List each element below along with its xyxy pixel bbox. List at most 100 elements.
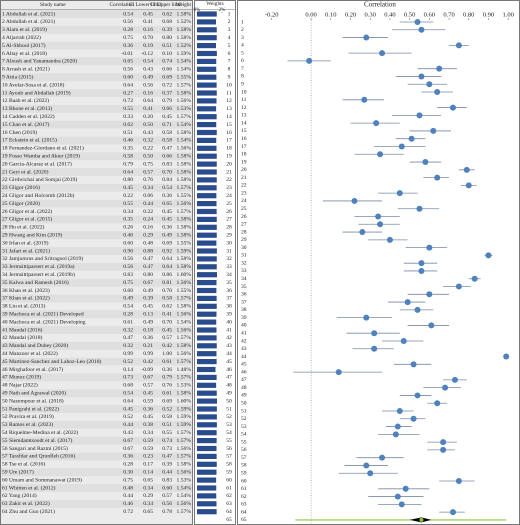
row-number: 56 [226, 446, 232, 452]
row-number: 23 [226, 185, 232, 191]
row-number: 31 [226, 248, 232, 254]
plot-panel [237, 0, 520, 525]
weight-label: 1.57% [177, 335, 192, 341]
ci-upper-label: 0.45 [162, 327, 172, 333]
ci-lower-label: 0.44 [143, 201, 153, 207]
value-label: 0.67 [123, 438, 133, 444]
weight-label: 1.54% [177, 59, 192, 65]
value-label: 0.75 [123, 35, 133, 41]
weight-bar [197, 82, 217, 88]
study-name: 6 Altay et al. (2018) [2, 50, 47, 57]
weight-bar [197, 493, 217, 499]
ci-lower-label: 0.54 [143, 59, 153, 65]
point [485, 252, 492, 259]
value-label: 0.80 [123, 177, 133, 183]
ci-upper-label: 0.45 [162, 217, 172, 223]
plot-row-number: 8 [241, 74, 244, 80]
ci-upper-label: 0.39 [162, 462, 172, 468]
value-label: 0.45 [123, 185, 133, 191]
point [414, 392, 421, 399]
value-label: 0.54 [123, 304, 133, 310]
point [396, 190, 403, 197]
ci-lower-label: 0.16 [143, 27, 153, 33]
weight-label: 1.56% [177, 146, 192, 152]
study-name: 14 Cadden et al. (2022) [2, 113, 55, 120]
ci-lower-label: 0.67 [143, 280, 153, 286]
row-shade [1, 341, 192, 350]
plot-title: Correlation [364, 1, 396, 9]
plot-row-number: 32 [241, 260, 247, 266]
weight-bar [197, 224, 217, 230]
study-name: 39 Machuca et al. (2021) Developed [2, 310, 84, 317]
plot-row-number: 65 [241, 517, 247, 523]
point [418, 260, 425, 267]
row-number: 38 [226, 304, 232, 310]
weight-label: 1.58% [177, 304, 192, 310]
plot-row-number: 37 [241, 299, 247, 305]
row-shade [1, 326, 192, 334]
value-label: 0.72 [123, 509, 133, 515]
plot-row-number: 35 [241, 284, 247, 290]
study-name: 53 Ramos et al. (2023) [2, 421, 53, 428]
ci-upper-label: 0.61 [162, 390, 172, 396]
row-number: 19 [226, 153, 232, 159]
row-shade [1, 41, 192, 50]
row-shade [1, 310, 192, 319]
ci-upper-label: 0.51 [162, 43, 172, 49]
value-label: 0.51 [123, 130, 133, 136]
weight-bar [197, 295, 217, 301]
weight-bar [197, 137, 217, 143]
plot-row-number: 5 [241, 50, 244, 56]
weight-bar [197, 11, 217, 17]
point [442, 384, 449, 391]
value-label: 0.56 [123, 67, 133, 73]
value-label: 0.64 [123, 398, 133, 404]
row-shade [1, 89, 192, 97]
value-label: 0.28 [123, 462, 133, 468]
value-label: 0.33 [123, 114, 133, 120]
study-name: 51 Panigrahi et al. (2022) [2, 405, 59, 412]
point [434, 174, 441, 181]
weight-label: 1.52% [177, 43, 192, 49]
study-name: 58 Tse et al. (2016) [2, 461, 45, 468]
study-name: 63 Zakir et al. (2022) [2, 500, 50, 507]
row-shade [1, 262, 192, 271]
plot-row-number: 47 [241, 377, 247, 383]
study-name: 16 Chen (2019) [2, 129, 37, 136]
value-label: 0.90 [123, 248, 133, 254]
row-number: 24 [226, 193, 232, 199]
ci-lower-label: 0.34 [143, 485, 153, 491]
weight-bar [197, 453, 217, 459]
plot-row-number: 22 [241, 183, 247, 189]
weight-label: 1.57% [177, 296, 192, 302]
weight-bar [197, 153, 217, 159]
row-number: 58 [226, 462, 232, 468]
plot-row-number: 43 [241, 346, 247, 352]
point [463, 166, 470, 173]
ci-upper-label: 0.36 [162, 367, 172, 373]
point [394, 493, 401, 500]
row-number: 63 [226, 501, 232, 507]
ci-upper-label: 0.74 [162, 438, 172, 444]
row-number: 3 [228, 27, 231, 33]
ci-upper-label: 0.49 [162, 232, 172, 238]
plot-row-number: 60 [241, 478, 247, 484]
row-shade [1, 278, 192, 287]
row-shade [1, 168, 192, 176]
ci-lower-label: 0.06 [143, 193, 153, 199]
ci-upper-label: 0.69 [162, 240, 172, 246]
row-number: 21 [226, 169, 232, 175]
weight-bar [197, 398, 217, 404]
weight-bar [197, 169, 217, 175]
ci-upper-label: 0.36 [162, 193, 172, 199]
point [440, 446, 447, 453]
ci-lower-label: 0.22 [143, 146, 153, 152]
weight-bar [197, 343, 217, 349]
weight-label: 1.58% [177, 90, 192, 96]
weight-label: 1.54% [177, 67, 192, 73]
weight-bar [197, 27, 217, 33]
value-label: 0.28 [123, 311, 133, 317]
value-label: 0.14 [123, 367, 133, 373]
weight-label: 1.56% [177, 501, 192, 507]
study-name: 19 Fosso Wamba and Akter (2019) [2, 152, 80, 159]
